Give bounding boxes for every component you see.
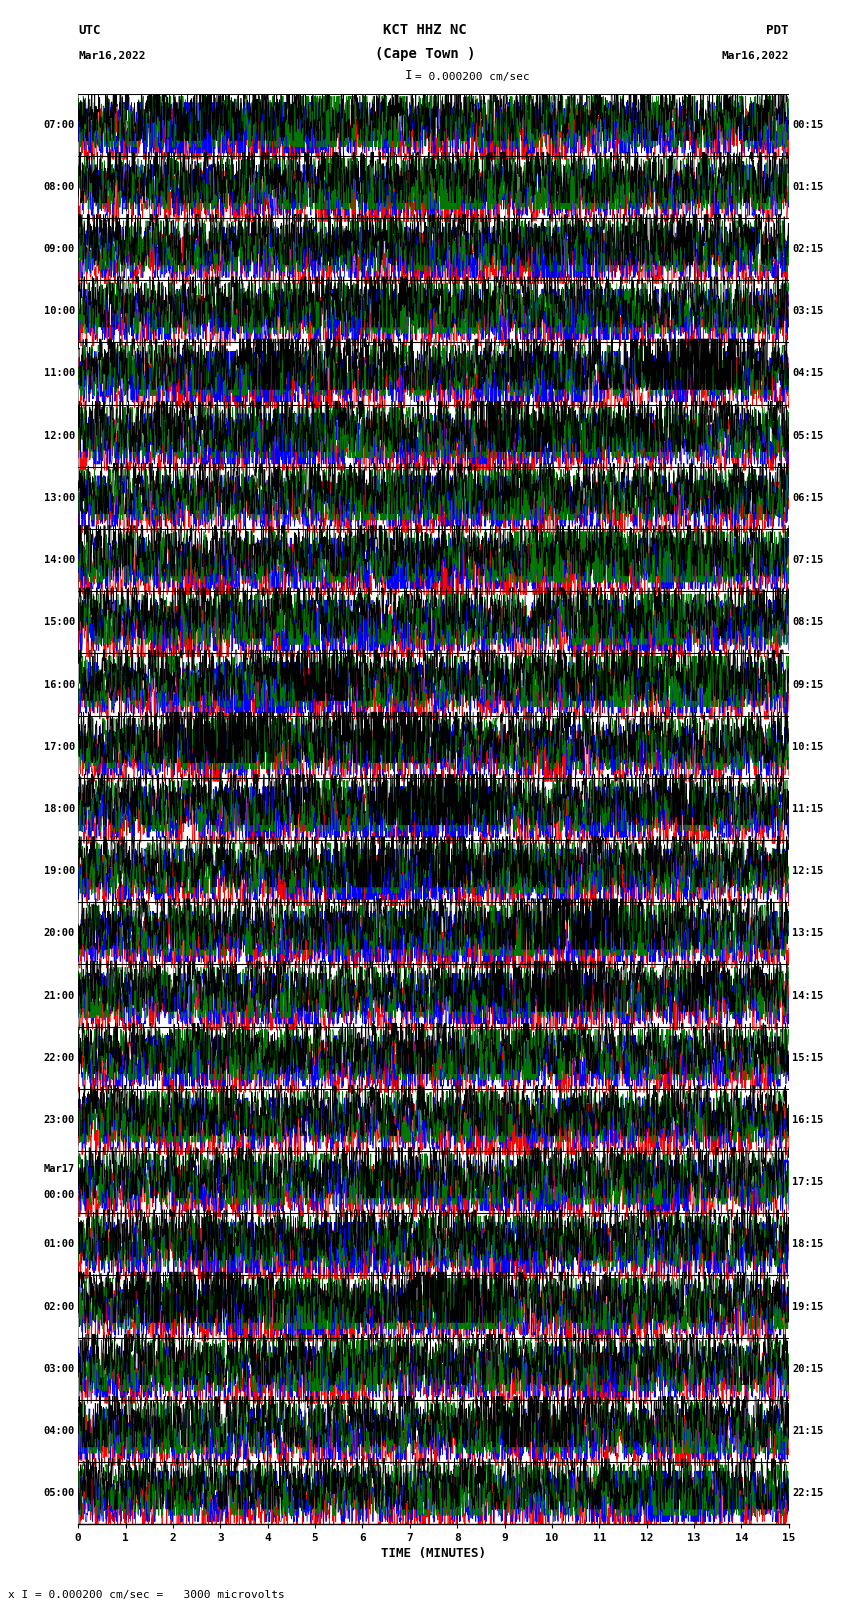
Text: 18:00: 18:00 xyxy=(43,803,75,815)
Text: 02:00: 02:00 xyxy=(43,1302,75,1311)
Text: 09:00: 09:00 xyxy=(43,244,75,255)
Text: 07:15: 07:15 xyxy=(792,555,824,565)
Text: 00:15: 00:15 xyxy=(792,119,824,129)
Text: Mar16,2022: Mar16,2022 xyxy=(78,52,145,61)
Text: 13:00: 13:00 xyxy=(43,494,75,503)
Text: 22:00: 22:00 xyxy=(43,1053,75,1063)
Text: 19:15: 19:15 xyxy=(792,1302,824,1311)
Text: 04:00: 04:00 xyxy=(43,1426,75,1436)
Text: 04:15: 04:15 xyxy=(792,368,824,379)
Text: 06:15: 06:15 xyxy=(792,494,824,503)
Text: 15:00: 15:00 xyxy=(43,618,75,627)
Text: 16:15: 16:15 xyxy=(792,1115,824,1124)
Text: 05:00: 05:00 xyxy=(43,1489,75,1498)
Text: 01:00: 01:00 xyxy=(43,1239,75,1250)
Text: PDT: PDT xyxy=(767,24,789,37)
Text: UTC: UTC xyxy=(78,24,100,37)
Text: 11:00: 11:00 xyxy=(43,368,75,379)
Text: 14:00: 14:00 xyxy=(43,555,75,565)
Text: 03:15: 03:15 xyxy=(792,306,824,316)
Text: 21:00: 21:00 xyxy=(43,990,75,1000)
Text: 20:15: 20:15 xyxy=(792,1363,824,1374)
Text: 07:00: 07:00 xyxy=(43,119,75,129)
Text: 15:15: 15:15 xyxy=(792,1053,824,1063)
Text: 11:15: 11:15 xyxy=(792,803,824,815)
Text: Mar17: Mar17 xyxy=(43,1165,75,1174)
Text: 12:15: 12:15 xyxy=(792,866,824,876)
Text: 05:15: 05:15 xyxy=(792,431,824,440)
Text: 08:15: 08:15 xyxy=(792,618,824,627)
Text: 18:15: 18:15 xyxy=(792,1239,824,1250)
Text: 16:00: 16:00 xyxy=(43,679,75,689)
Text: 00:00: 00:00 xyxy=(43,1190,75,1200)
Text: 09:15: 09:15 xyxy=(792,679,824,689)
Text: 02:15: 02:15 xyxy=(792,244,824,255)
Text: (Cape Town ): (Cape Town ) xyxy=(375,47,475,61)
Text: 20:00: 20:00 xyxy=(43,929,75,939)
Text: 21:15: 21:15 xyxy=(792,1426,824,1436)
Text: 17:15: 17:15 xyxy=(792,1177,824,1187)
Text: 08:00: 08:00 xyxy=(43,182,75,192)
Text: 23:00: 23:00 xyxy=(43,1115,75,1124)
Text: 10:00: 10:00 xyxy=(43,306,75,316)
Text: KCT HHZ NC: KCT HHZ NC xyxy=(383,23,467,37)
Text: = 0.000200 cm/sec: = 0.000200 cm/sec xyxy=(415,73,530,82)
Text: 13:15: 13:15 xyxy=(792,929,824,939)
X-axis label: TIME (MINUTES): TIME (MINUTES) xyxy=(381,1547,486,1560)
Text: I: I xyxy=(405,69,412,82)
Text: 14:15: 14:15 xyxy=(792,990,824,1000)
Text: 19:00: 19:00 xyxy=(43,866,75,876)
Text: x I = 0.000200 cm/sec =   3000 microvolts: x I = 0.000200 cm/sec = 3000 microvolts xyxy=(8,1590,286,1600)
Text: 22:15: 22:15 xyxy=(792,1489,824,1498)
Text: 12:00: 12:00 xyxy=(43,431,75,440)
Text: 03:00: 03:00 xyxy=(43,1363,75,1374)
Text: 17:00: 17:00 xyxy=(43,742,75,752)
Text: Mar16,2022: Mar16,2022 xyxy=(722,52,789,61)
Text: 01:15: 01:15 xyxy=(792,182,824,192)
Text: 10:15: 10:15 xyxy=(792,742,824,752)
